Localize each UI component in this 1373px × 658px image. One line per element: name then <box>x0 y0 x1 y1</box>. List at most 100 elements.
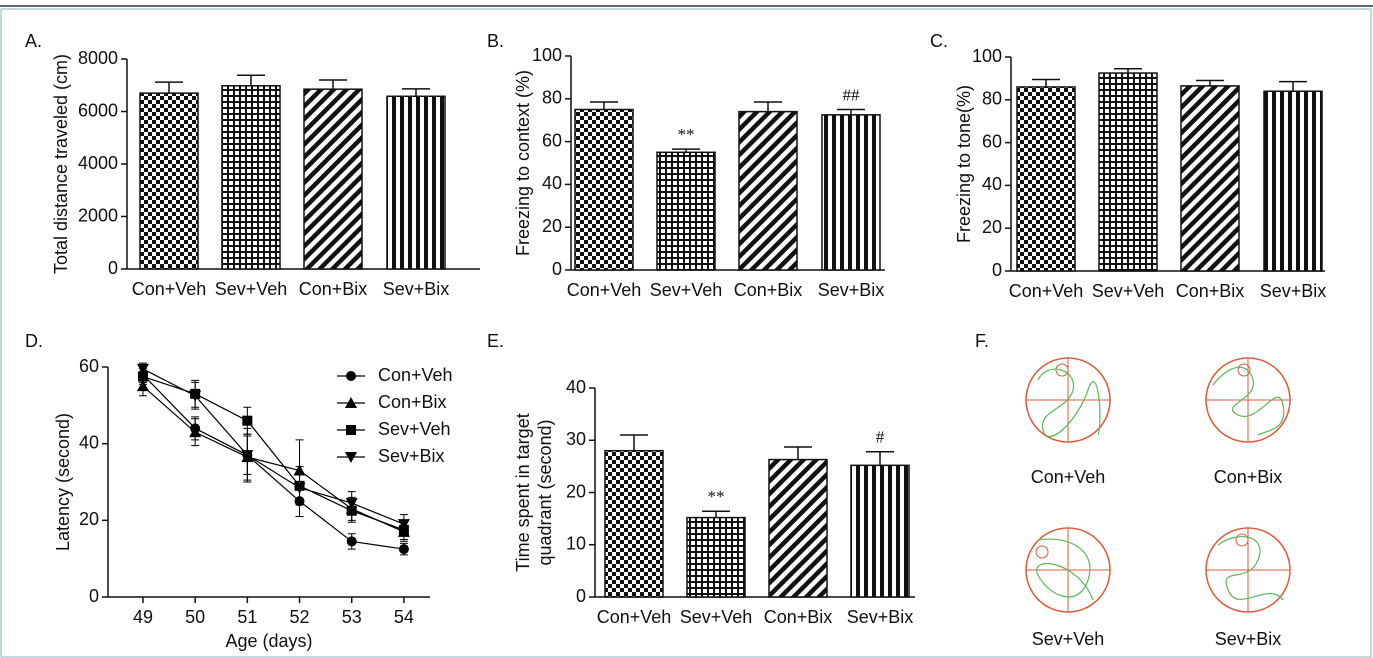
y-axis-label: Freezing to context (%) <box>513 70 533 256</box>
maze-label: Con+Bix <box>1214 467 1283 487</box>
marker <box>345 452 357 463</box>
bar <box>221 85 281 270</box>
x-tick-label: 54 <box>394 607 414 627</box>
x-tick-label: Sev+Veh <box>1092 281 1165 301</box>
y-tick-label: 10 <box>566 534 586 554</box>
x-tick-label: Sev+Veh <box>215 279 288 299</box>
y-axis-label: Freezing to tone(%) <box>954 85 974 243</box>
x-tick-label: Con+Bix <box>1176 281 1245 301</box>
panel-label: C. <box>930 31 948 51</box>
legend-label: Sev+Veh <box>378 419 451 439</box>
marker <box>345 397 357 408</box>
bar <box>574 108 634 271</box>
bar <box>656 151 716 271</box>
x-tick-label: Sev+Bix <box>383 279 450 299</box>
y-tick-label: 0 <box>108 258 118 278</box>
y-tick-label: 60 <box>542 130 562 150</box>
bar <box>1180 85 1240 272</box>
bar <box>768 458 828 598</box>
bar <box>1016 86 1076 272</box>
y-tick-label: 0 <box>992 260 1002 280</box>
y-tick-label: 6000 <box>78 100 118 120</box>
y-tick-label: 60 <box>79 356 99 376</box>
marker <box>137 371 148 382</box>
panel-label: E. <box>487 331 504 351</box>
marker <box>189 390 202 402</box>
y-tick-label: 100 <box>972 46 1002 66</box>
bar <box>850 464 910 598</box>
marker <box>346 425 356 435</box>
bar <box>303 88 363 270</box>
marker <box>293 482 306 494</box>
significance-label: ** <box>678 125 695 144</box>
y-axis-label: Time spent in target <box>513 413 533 571</box>
y-tick-label: 0 <box>576 586 586 606</box>
maze-label: Sev+Veh <box>1032 629 1105 649</box>
y-tick-label: 30 <box>566 429 586 449</box>
maze-traces <box>1025 357 1291 613</box>
bar <box>1098 72 1158 272</box>
x-tick-label: Sev+Veh <box>650 280 723 300</box>
bar <box>821 114 881 271</box>
series-line <box>142 368 405 525</box>
x-tick-label: Con+Bix <box>764 607 833 627</box>
y-tick-label: 0 <box>89 586 99 606</box>
x-axis-label: Age (days) <box>225 631 312 651</box>
y-tick-label: 20 <box>566 481 586 501</box>
marker <box>136 363 149 375</box>
marker <box>346 536 357 547</box>
x-tick-label: Sev+Veh <box>680 607 753 627</box>
panel-label: B. <box>487 31 504 51</box>
y-tick-label: 2000 <box>78 205 118 225</box>
panel-label: A. <box>25 31 42 51</box>
x-tick-label: Con+Veh <box>567 280 642 300</box>
marker <box>242 415 253 426</box>
x-tick-label: Sev+Bix <box>847 607 914 627</box>
x-tick-label: Con+Bix <box>734 280 803 300</box>
x-tick-label: 49 <box>133 607 153 627</box>
marker <box>397 519 410 531</box>
y-tick-label: 40 <box>982 174 1002 194</box>
y-tick-label: 60 <box>982 131 1002 151</box>
x-tick-label: Sev+Bix <box>1260 281 1327 301</box>
y-axis-label: Total distance traveled (cm) <box>51 54 71 274</box>
x-tick-label: 51 <box>237 607 257 627</box>
legend-label: Con+Bix <box>378 392 447 412</box>
marker <box>136 380 149 392</box>
bar <box>1263 90 1323 272</box>
maze-label: Sev+Bix <box>1215 629 1282 649</box>
frame <box>0 8 1372 658</box>
y-tick-label: 40 <box>566 377 586 397</box>
marker <box>189 426 202 438</box>
marker <box>345 498 358 510</box>
panel-label: F. <box>975 331 989 351</box>
series-line <box>142 385 405 533</box>
series-line <box>142 374 404 550</box>
y-tick-label: 8000 <box>78 48 118 68</box>
x-tick-label: Con+Veh <box>132 279 207 299</box>
maze-label: Con+Veh <box>1031 467 1106 487</box>
y-tick-label: 100 <box>532 45 562 65</box>
x-tick-label: 50 <box>185 607 205 627</box>
legend-label: Sev+Bix <box>378 446 445 466</box>
x-tick-label: Con+Veh <box>1009 281 1084 301</box>
x-tick-label: 53 <box>342 607 362 627</box>
bar <box>386 95 446 270</box>
significance-label: # <box>876 428 885 447</box>
y-tick-label: 20 <box>982 217 1002 237</box>
maze-panel: F. Con+Veh Con+Bix Sev+Veh Sev+Bix <box>975 331 1291 649</box>
bar <box>139 92 199 270</box>
y-tick-label: 80 <box>982 89 1002 109</box>
y-tick-label: 4000 <box>78 153 118 173</box>
bar <box>686 516 746 598</box>
y-tick-label: 0 <box>552 259 562 279</box>
bar <box>604 449 664 598</box>
y-tick-label: 40 <box>79 432 99 452</box>
y-tick-label: 20 <box>79 509 99 529</box>
x-tick-label: Sev+Bix <box>818 280 885 300</box>
significance-label: ** <box>708 487 725 506</box>
y-axis-label: Latency (second) <box>53 413 73 551</box>
y-tick-label: 20 <box>542 216 562 236</box>
x-tick-label: Con+Veh <box>597 607 672 627</box>
